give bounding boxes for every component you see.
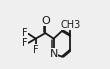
Text: N: N — [49, 49, 58, 59]
Text: O: O — [41, 16, 50, 26]
Text: F: F — [22, 28, 27, 38]
Text: F: F — [33, 45, 38, 55]
Text: F: F — [22, 39, 27, 48]
Text: CH3: CH3 — [60, 20, 80, 30]
